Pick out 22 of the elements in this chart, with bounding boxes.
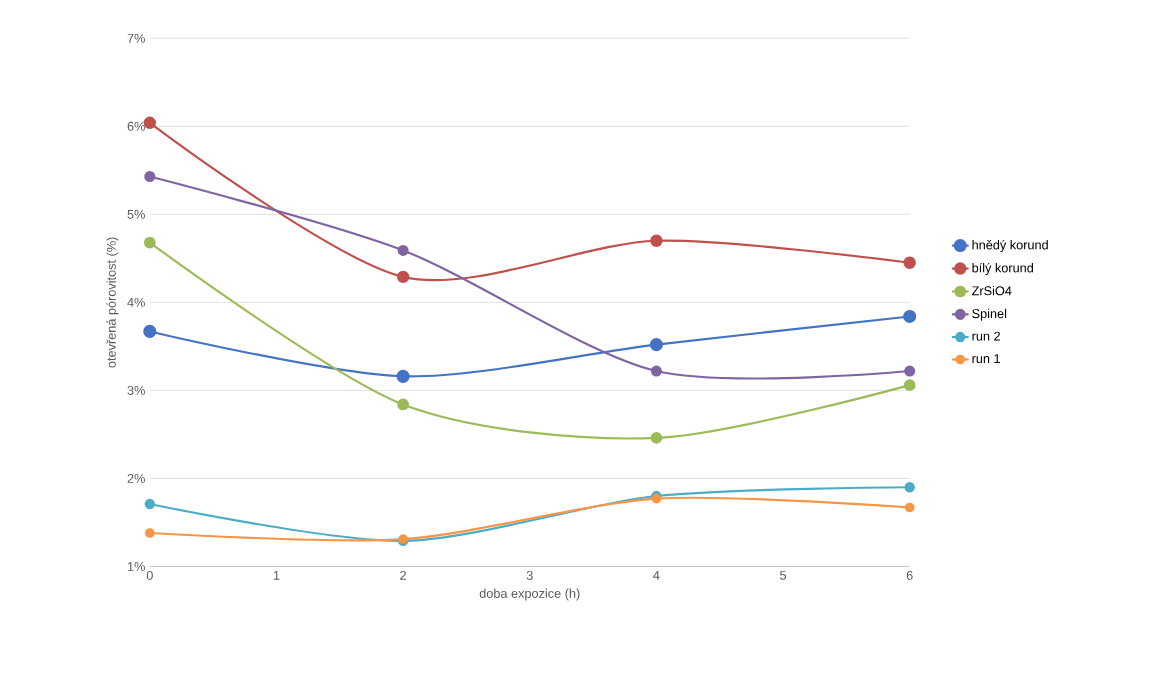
- legend-label: run 1: [972, 353, 1000, 363]
- x-tick-label: 6: [906, 570, 913, 580]
- y-axis-title: otevřená pórovitost (%): [106, 237, 119, 368]
- x-tick-label: 3: [526, 570, 533, 580]
- legend-label: Spinel: [972, 308, 1007, 321]
- x-tick-label: 4: [653, 570, 660, 580]
- y-tick-label: 5%: [127, 209, 145, 219]
- y-tick-label: 1%: [127, 561, 145, 571]
- legend-label: ZrSiO4: [972, 285, 1012, 296]
- y-tick-label: 3%: [127, 385, 145, 395]
- y-tick-label: 4%: [127, 297, 145, 307]
- y-tick-label: 2%: [127, 473, 145, 483]
- y-tick-label: 6%: [127, 121, 145, 131]
- x-tick-label: 0: [146, 570, 153, 580]
- x-axis-title: doba expozice (h): [479, 588, 580, 601]
- legend-label: bílý korund: [972, 262, 1033, 275]
- x-tick-label: 5: [780, 570, 787, 580]
- x-tick-label: 1: [273, 570, 280, 580]
- x-tick-label: 2: [400, 570, 406, 580]
- legend-label: run 2: [972, 331, 1000, 341]
- legend-label: hnědý korund: [972, 239, 1048, 252]
- y-tick-label: 7%: [127, 33, 145, 43]
